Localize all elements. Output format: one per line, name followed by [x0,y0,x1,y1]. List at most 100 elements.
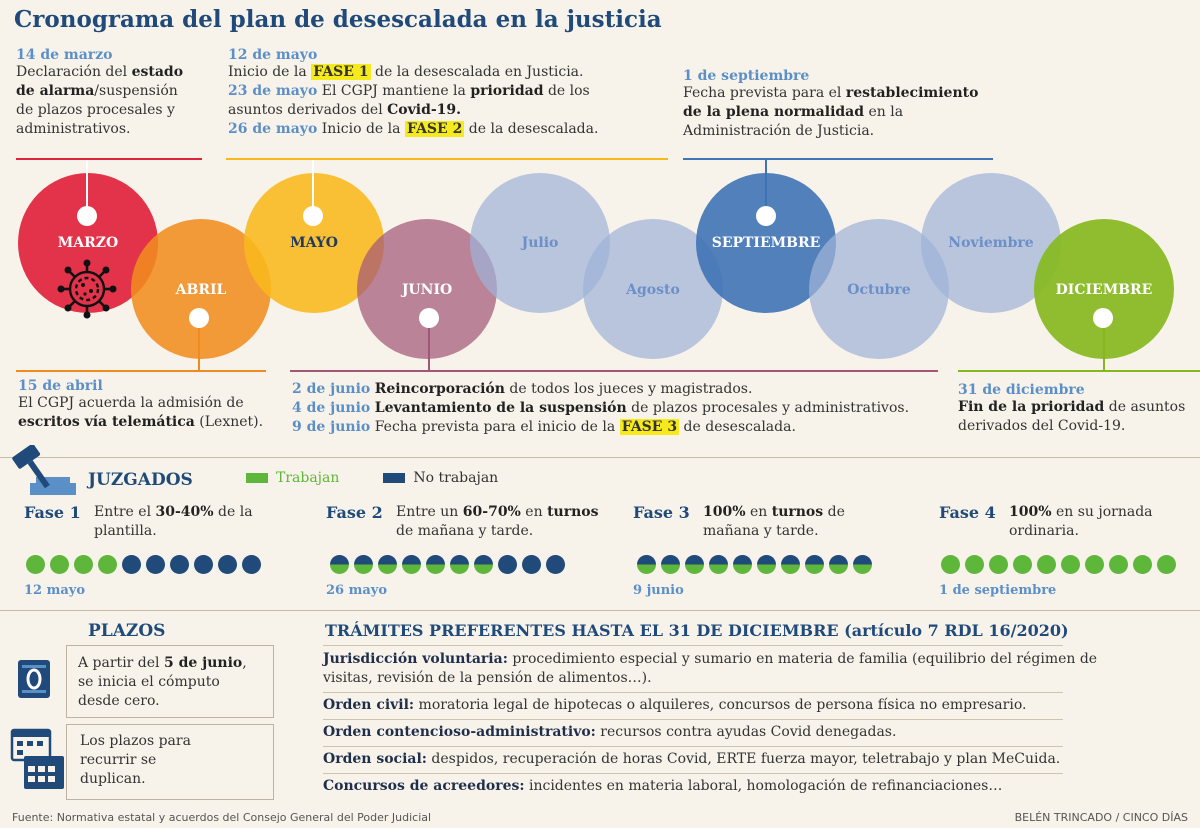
event-date: 31 de diciembre [958,382,1085,398]
mayo-tick [312,160,314,216]
junio-connector [290,370,938,372]
phase-3-dots [637,555,877,574]
staff-dot [805,555,824,574]
legend-label-work: Trabajan [276,470,340,486]
calendar-icon [10,728,64,789]
separator [323,719,1063,720]
virus-icon [57,259,117,319]
staff-dot [402,555,421,574]
legend-swatch-nowork [383,473,406,483]
diciembre-tick [1103,318,1105,370]
separator [323,645,1063,646]
reset-counter-icon [18,660,50,698]
marker-marzo [77,206,97,226]
tramite-item: Orden contencioso-administrativo: recurs… [323,724,897,740]
month-label: Octubre [847,282,911,298]
staff-dot [853,555,872,574]
event-date: 12 de mayo [228,47,318,63]
phase-2-dots [330,555,570,574]
staff-dot [661,555,680,574]
plazo-box-1 [66,645,274,718]
marker-junio [419,308,439,328]
marker-diciembre [1093,308,1113,328]
staff-dot [522,555,541,574]
staff-dot [941,555,960,574]
plazo-text-2: Los plazos para recurrir se duplican. [80,733,191,787]
phase-text: 100% en turnos de mañana y tarde. [703,504,845,539]
staff-dot [242,555,261,574]
separator [323,746,1063,747]
marker-abril [189,308,209,328]
abril-tick [198,318,200,370]
phase-date: 12 mayo [24,583,86,598]
staff-dot [26,555,45,574]
event-text: Inicio de la FASE 1 de la desescalada en… [228,64,599,137]
diciembre-connector [958,370,1200,372]
staff-dot [637,555,656,574]
event-text: El CGPJ acuerda la admisión de escritos … [18,395,264,430]
separator [0,610,1200,611]
phase-name: Fase 4 [939,503,996,522]
staff-dot [450,555,469,574]
septiembre-connector [683,158,993,160]
staff-dot [426,555,445,574]
staff-dot [709,555,728,574]
staff-dot [757,555,776,574]
month-label: MAYO [290,235,338,251]
event-mayo: 12 de mayo Inicio de la FASE 1 de la des… [228,47,668,139]
tramites-heading: TRÁMITES PREFERENTES HASTA EL 31 DE DICI… [325,621,1069,640]
tramite-item: Concursos de acreedores: incidentes en m… [323,778,1003,794]
legend-swatch-work [246,473,268,483]
staff-dot [1037,555,1056,574]
phase-name: Fase 2 [326,503,383,522]
event-junio: 2 de junio Reincorporación de todos los … [292,381,910,435]
plazo-box-2 [66,724,274,800]
event-date: 14 de marzo [16,47,113,63]
staff-dot [170,555,189,574]
staff-dot [685,555,704,574]
staff-dot [474,555,493,574]
event-date: 1 de septiembre [683,68,810,84]
event-text: Fecha prevista para el restablecimiento … [683,85,979,139]
phase-1: Fase 1 Entre el 30-40% de la plantilla. [24,503,304,541]
staff-dot [1109,555,1128,574]
marzo-tick [86,160,88,216]
phase-text: Entre un 60-70% en turnos de mañana y ta… [396,504,599,539]
juzgados-heading: JUZGADOS [88,470,193,490]
phase-date: 26 mayo [326,583,388,598]
event-marzo: 14 de marzo Declaración del estado de al… [16,47,216,139]
staff-dot [781,555,800,574]
page-title: Cronograma del plan de desescalada en la… [14,6,662,33]
staff-dot [98,555,117,574]
staff-dot [74,555,93,574]
month-label: Agosto [626,282,680,298]
phase-4-dots [941,555,1181,574]
separator [323,773,1063,774]
tramite-item: Orden social: despidos, recuperación de … [323,751,1061,767]
phase-text: Entre el 30-40% de la plantilla. [94,504,253,539]
staff-dot [498,555,517,574]
marker-mayo [303,206,323,226]
month-label: Julio [521,235,559,251]
event-abril: 15 de abril El CGPJ acuerda la admisión … [18,378,288,432]
phase-date: 1 de septiembre [939,583,1057,598]
abril-connector [16,370,266,372]
event-septiembre: 1 de septiembre Fecha prevista para el r… [683,68,1003,141]
month-label: ABRIL [175,282,227,298]
staff-dot [829,555,848,574]
phase-name: Fase 3 [633,503,690,522]
phase-3: Fase 3 100% en turnos de mañana y tarde. [633,503,913,541]
month-label: SEPTIEMBRE [711,235,821,251]
footer-credit: BELÉN TRINCADO / CINCO DÍAS [1014,811,1188,824]
staff-dot [146,555,165,574]
staff-dot [546,555,565,574]
staff-dot [194,555,213,574]
staff-dot [122,555,141,574]
month-label: JUNIO [401,282,453,298]
plazo-text-1: A partir del 5 de junio, se inicia el có… [78,655,247,709]
marzo-connector [16,158,202,160]
staff-dot [1085,555,1104,574]
mayo-connector [226,158,668,160]
staff-dot [733,555,752,574]
staff-dot [1157,555,1176,574]
